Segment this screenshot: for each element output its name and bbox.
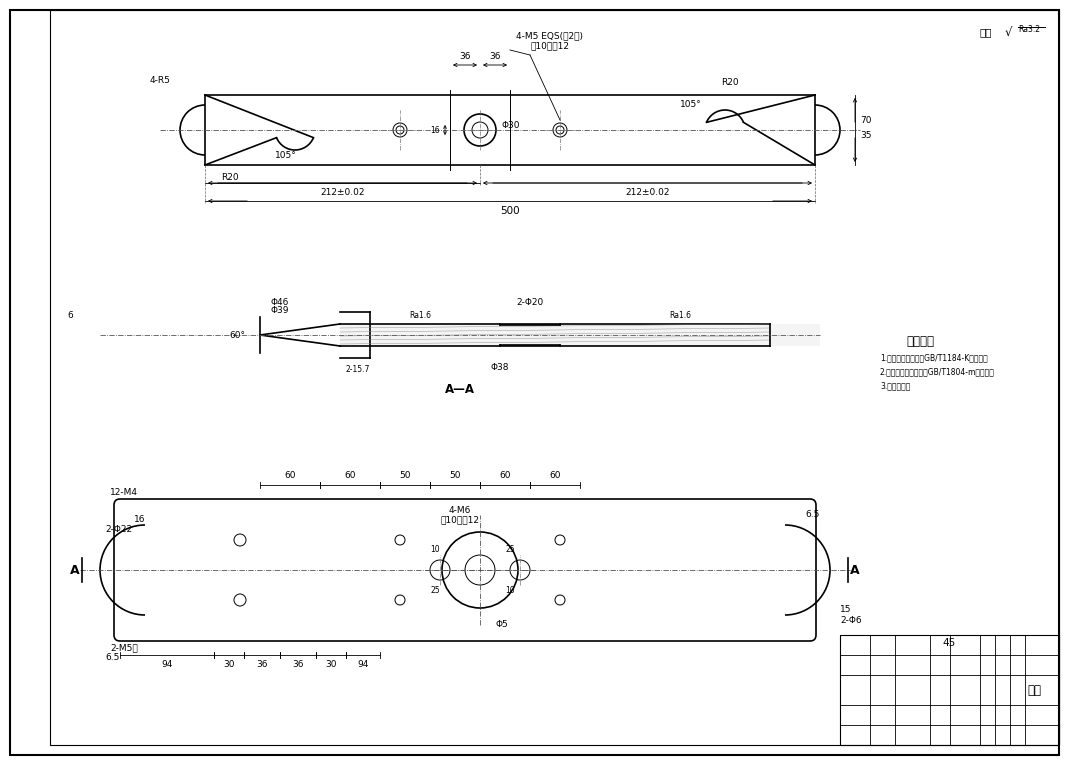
Text: 15: 15 <box>840 606 852 614</box>
Text: 16: 16 <box>135 516 145 525</box>
Text: 60: 60 <box>549 471 561 480</box>
Text: 4-M5 EQS(共2组): 4-M5 EQS(共2组) <box>516 31 584 40</box>
Text: 10: 10 <box>430 545 439 554</box>
Text: Φ30: Φ30 <box>502 121 521 129</box>
Text: 36: 36 <box>490 52 500 61</box>
Text: 深10孔深12: 深10孔深12 <box>530 41 570 50</box>
Text: Φ38: Φ38 <box>491 363 509 372</box>
Text: 其余: 其余 <box>980 27 992 37</box>
Text: 30: 30 <box>223 660 235 669</box>
Text: 94: 94 <box>357 660 369 669</box>
Bar <box>840 635 1059 745</box>
Text: 212±0.02: 212±0.02 <box>321 188 365 197</box>
Text: 60: 60 <box>499 471 511 480</box>
Text: Ra1.6: Ra1.6 <box>409 311 431 320</box>
Text: 2-M5通: 2-M5通 <box>110 643 138 652</box>
Text: R20: R20 <box>221 173 238 182</box>
Text: 25: 25 <box>506 545 515 554</box>
Text: 500: 500 <box>500 206 520 216</box>
Text: 2-Φ22: 2-Φ22 <box>105 526 133 535</box>
Text: 60: 60 <box>344 471 356 480</box>
Text: 10: 10 <box>506 586 515 595</box>
Text: R20: R20 <box>722 78 739 87</box>
Text: A—A: A—A <box>445 383 475 396</box>
Text: 4-M6: 4-M6 <box>449 506 471 515</box>
Text: 25: 25 <box>430 586 439 595</box>
Text: Φ5: Φ5 <box>495 620 508 629</box>
Text: 60: 60 <box>284 471 296 480</box>
Bar <box>340 324 820 346</box>
Text: 2-15.7: 2-15.7 <box>345 365 370 374</box>
Text: Ra1.6: Ra1.6 <box>669 311 691 320</box>
Text: 60°: 60° <box>229 330 245 340</box>
Text: √: √ <box>1005 27 1012 40</box>
Text: 36: 36 <box>460 52 470 61</box>
Text: 45: 45 <box>943 638 956 648</box>
Text: A: A <box>850 564 859 577</box>
Text: 2-Φ20: 2-Φ20 <box>516 298 544 307</box>
Text: 6.5: 6.5 <box>105 653 120 662</box>
Text: 16: 16 <box>431 125 440 135</box>
Text: 36: 36 <box>257 660 267 669</box>
Text: Φ46: Φ46 <box>270 298 290 307</box>
Text: Ra3.2: Ra3.2 <box>1018 25 1040 34</box>
Text: 技术要求: 技术要求 <box>907 335 934 348</box>
Text: 4-R5: 4-R5 <box>149 76 170 85</box>
Text: 深10孔深12: 深10孔深12 <box>440 515 480 524</box>
Text: 30: 30 <box>325 660 337 669</box>
Text: 105°: 105° <box>275 151 297 160</box>
Text: 70: 70 <box>859 116 871 125</box>
Text: 6.5: 6.5 <box>806 510 820 519</box>
Text: 6: 6 <box>67 311 73 320</box>
Text: A: A <box>71 564 80 577</box>
Text: 36: 36 <box>292 660 304 669</box>
Text: 2-Φ6: 2-Φ6 <box>840 616 862 625</box>
Text: 212±0.02: 212±0.02 <box>625 188 670 197</box>
Text: 35: 35 <box>859 131 871 139</box>
Text: 94: 94 <box>161 660 173 669</box>
Text: 2.未注尺寸公差配合合GB/T1804-m的要求；: 2.未注尺寸公差配合合GB/T1804-m的要求； <box>880 367 995 376</box>
Text: Φ39: Φ39 <box>270 306 290 315</box>
Text: 1.未注明公差配合合GB/T1184-K的要求；: 1.未注明公差配合合GB/T1184-K的要求； <box>880 353 988 362</box>
Text: 刀岚: 刀岚 <box>1027 683 1041 696</box>
Text: 105°: 105° <box>680 100 701 109</box>
Text: 3.清除锋尖。: 3.清除锋尖。 <box>880 381 911 390</box>
Text: 50: 50 <box>449 471 461 480</box>
Text: 12-M4: 12-M4 <box>110 488 138 497</box>
Text: 50: 50 <box>399 471 410 480</box>
